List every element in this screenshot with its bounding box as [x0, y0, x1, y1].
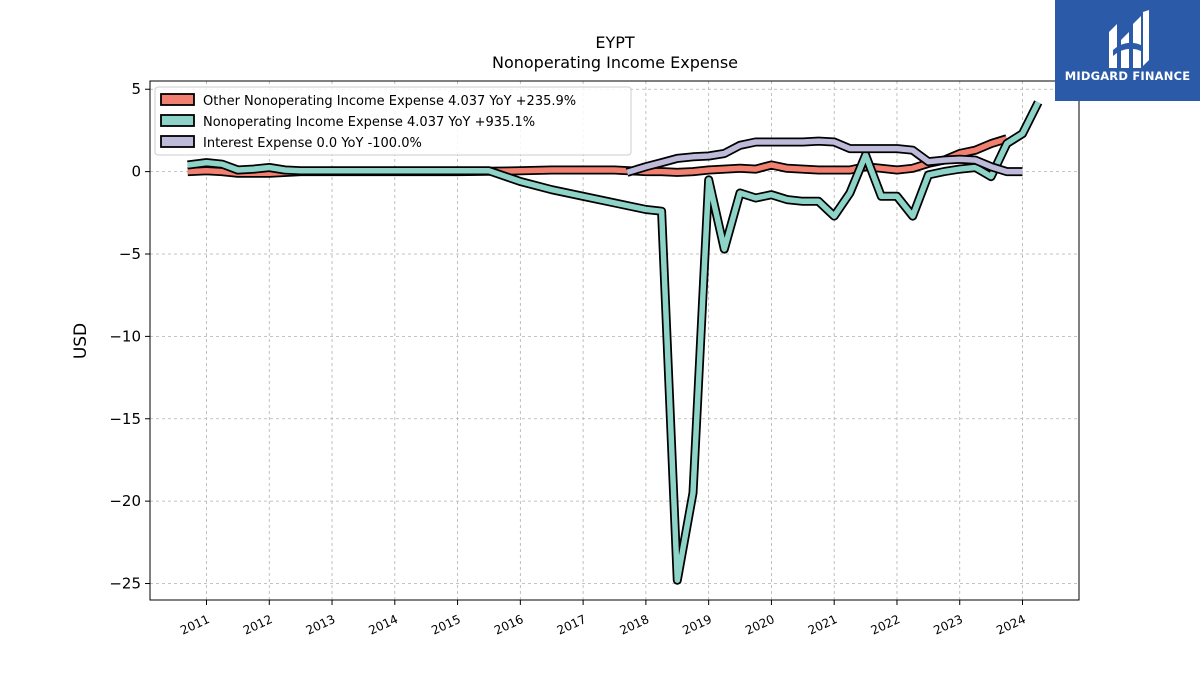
series-line: [187, 101, 1041, 583]
y-tick-label: −15: [109, 410, 141, 428]
brand-mark-icon: [1109, 10, 1149, 68]
brand-name: MIDGARD FINANCE: [1064, 69, 1191, 83]
y-tick-label: −25: [109, 575, 141, 593]
y-tick-label: 0: [131, 163, 141, 181]
legend-swatch: [160, 93, 195, 106]
y-tick-label: −5: [119, 245, 141, 263]
series-line: [626, 138, 1023, 176]
y-tick-label: 5: [131, 80, 141, 98]
legend: Other Nonoperating Income Expense 4.037 …: [154, 86, 632, 156]
y-tick-label: −20: [109, 492, 141, 510]
legend-label: Nonoperating Income Expense 4.037 YoY +9…: [203, 115, 535, 130]
series-2: [625, 136, 1023, 177]
legend-swatch: [160, 135, 195, 148]
y-axis-label: USD: [71, 323, 91, 359]
chart-subtitle: Nonoperating Income Expense: [492, 53, 738, 72]
legend-label: Interest Expense 0.0 YoY -100.0%: [203, 136, 422, 151]
legend-label: Other Nonoperating Income Expense 4.037 …: [203, 94, 576, 109]
series-layer: [187, 100, 1043, 585]
series-1: [187, 100, 1043, 585]
y-tick-label: −10: [109, 327, 141, 345]
brand-logo: MIDGARD FINANCE: [1055, 0, 1200, 101]
legend-swatch: [160, 114, 195, 127]
plot-frame: [149, 80, 1080, 601]
chart-title: EYPT: [595, 33, 635, 52]
legend-box: [154, 86, 632, 156]
